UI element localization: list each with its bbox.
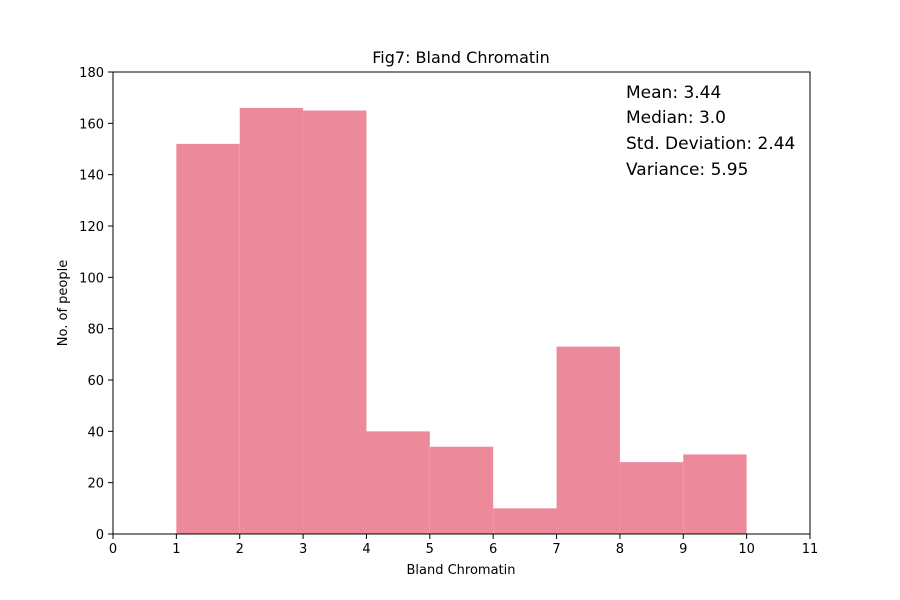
bar-bin-2 xyxy=(239,107,304,534)
y-tick-label: 60 xyxy=(87,374,104,389)
bar-bin-5 xyxy=(429,446,494,534)
bar-bin-7 xyxy=(556,346,620,534)
x-tick-label: 11 xyxy=(802,542,819,557)
bar-bin-4 xyxy=(366,431,430,534)
stat-std-deviation: Std. Deviation: 2.44 xyxy=(626,134,795,154)
x-tick-label: 1 xyxy=(172,542,180,557)
x-tick-label: 8 xyxy=(616,542,624,557)
bar-bin-3 xyxy=(303,110,367,534)
y-tick-label: 100 xyxy=(79,271,104,286)
y-tick-label: 20 xyxy=(87,477,104,492)
bar-bin-6 xyxy=(493,508,557,534)
y-tick-label: 120 xyxy=(79,220,104,235)
x-tick-label: 9 xyxy=(679,542,687,557)
x-tick-label: 4 xyxy=(362,542,370,557)
x-axis-label: Bland Chromatin xyxy=(406,563,515,578)
chart-title: Fig7: Bland Chromatin xyxy=(372,48,549,67)
y-tick-label: 0 xyxy=(96,528,104,543)
x-tick-label: 10 xyxy=(738,542,755,557)
y-tick-label: 40 xyxy=(87,425,104,440)
bar-bin-1 xyxy=(176,143,240,534)
bar-bin-9 xyxy=(683,454,747,534)
y-tick-label: 140 xyxy=(79,169,104,184)
x-tick-label: 5 xyxy=(426,542,434,557)
y-axis-label: No. of people xyxy=(56,260,71,346)
stats-annotation: Mean: 3.44 Median: 3.0 Std. Deviation: 2… xyxy=(626,83,795,180)
x-tick-label: 6 xyxy=(489,542,497,557)
bar-bin-8 xyxy=(619,462,684,534)
y-tick-label: 80 xyxy=(87,323,104,338)
y-tick-label: 160 xyxy=(79,117,104,132)
stat-variance: Variance: 5.95 xyxy=(626,160,748,180)
x-axis-ticks: 0 1 2 3 4 5 6 7 8 9 10 11 xyxy=(109,534,818,557)
x-tick-label: 2 xyxy=(236,542,244,557)
x-tick-label: 0 xyxy=(109,542,117,557)
y-axis-ticks: 0 20 40 60 80 100 120 140 160 180 xyxy=(79,66,113,543)
stat-mean: Mean: 3.44 xyxy=(626,83,721,103)
plot-frame xyxy=(112,71,811,535)
stat-median: Median: 3.0 xyxy=(626,108,726,128)
x-tick-label: 7 xyxy=(552,542,560,557)
y-tick-label: 180 xyxy=(79,66,104,81)
x-tick-label: 3 xyxy=(299,542,307,557)
bar-group xyxy=(176,107,747,534)
